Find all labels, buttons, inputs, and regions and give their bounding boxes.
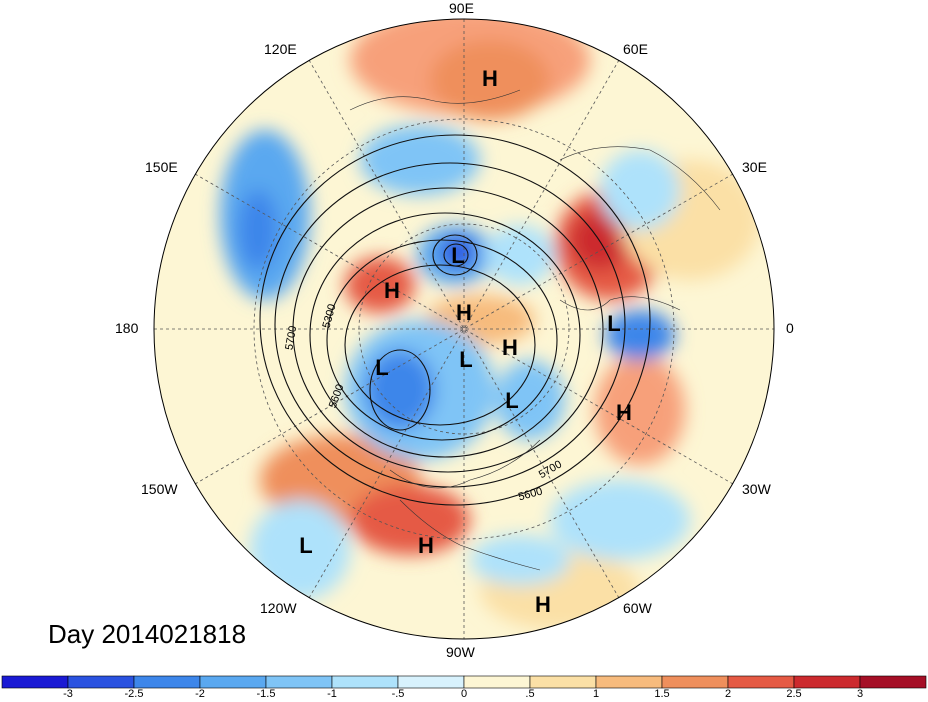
map-boundary xyxy=(153,18,775,640)
colorbar-swatch xyxy=(67,675,135,689)
high-pressure-marker: H xyxy=(418,533,434,558)
colorbar-tick-label: -2 xyxy=(195,688,205,700)
longitude-label-30e: 30E xyxy=(742,159,767,175)
colorbar-tick-label: -1 xyxy=(327,688,337,700)
longitude-label-60e: 60E xyxy=(623,41,648,57)
colorbar-tick-label: 1.5 xyxy=(654,688,670,700)
longitude-label-120e: 120E xyxy=(264,41,297,57)
colorbar-swatch xyxy=(793,675,861,689)
high-pressure-marker: H xyxy=(616,400,632,425)
high-pressure-marker: H xyxy=(502,335,518,360)
coastlines xyxy=(349,89,721,571)
high-pressure-marker: H xyxy=(535,592,551,617)
longitude-label-150e: 150E xyxy=(145,159,178,175)
colorbar-swatch xyxy=(1,675,69,689)
colorbar-swatch xyxy=(463,675,531,689)
low-pressure-marker: L xyxy=(505,388,518,413)
contour-label: 5700 xyxy=(283,325,299,351)
longitude-label-180: 180 xyxy=(115,320,139,336)
colorbar xyxy=(1,675,927,689)
colorbar-swatch xyxy=(595,675,663,689)
graticule xyxy=(154,19,774,639)
colorbar-swatch xyxy=(265,675,333,689)
colorbar-tick-label: 3 xyxy=(856,688,864,700)
high-pressure-marker: H xyxy=(384,278,400,303)
high-pressure-marker: H xyxy=(456,300,472,325)
anomaly-field xyxy=(154,19,774,639)
longitude-label-0: 0 xyxy=(786,320,794,336)
colorbar-tick-label: -1.5 xyxy=(256,688,276,700)
colorbar-swatch xyxy=(331,675,399,689)
colorbar-tick-label: 1 xyxy=(592,688,600,700)
low-pressure-marker: L xyxy=(299,533,312,558)
colorbar-tick-label: .5 xyxy=(525,688,535,700)
colorbar-swatch xyxy=(727,675,795,689)
low-pressure-marker: L xyxy=(607,311,620,336)
low-pressure-marker: L xyxy=(375,355,388,380)
colorbar-tick-label: 0 xyxy=(460,688,468,700)
colorbar-swatch xyxy=(661,675,729,689)
height-contours xyxy=(259,134,651,506)
high-pressure-marker: H xyxy=(482,66,498,91)
colorbar-tick-label: 2.5 xyxy=(786,688,802,700)
colorbar-tick-label: -.5 xyxy=(391,688,405,700)
longitude-label-30w: 30W xyxy=(742,481,771,497)
longitude-label-60w: 60W xyxy=(623,600,652,616)
colorbar-swatch xyxy=(529,675,597,689)
low-pressure-marker: L xyxy=(451,243,464,268)
pressure-centers: H L H H L L L H L L H H L H H xyxy=(299,66,632,617)
date-label: Day 2014021818 xyxy=(48,619,247,649)
longitude-label-150w: 150W xyxy=(141,481,178,497)
colorbar-tick-label: -2.5 xyxy=(124,688,144,700)
colorbar-tick-label: -3 xyxy=(63,688,73,700)
longitude-label-90e: 90E xyxy=(449,0,474,16)
colorbar-swatch xyxy=(199,675,267,689)
longitude-label-120w: 120W xyxy=(260,600,297,616)
colorbar-tick-label: 2 xyxy=(724,688,732,700)
low-pressure-marker: L xyxy=(459,347,472,372)
colorbar-swatch xyxy=(397,675,465,689)
colorbar-swatch xyxy=(133,675,201,689)
longitude-label-90w: 90W xyxy=(446,644,475,660)
colorbar-swatch xyxy=(859,675,927,689)
